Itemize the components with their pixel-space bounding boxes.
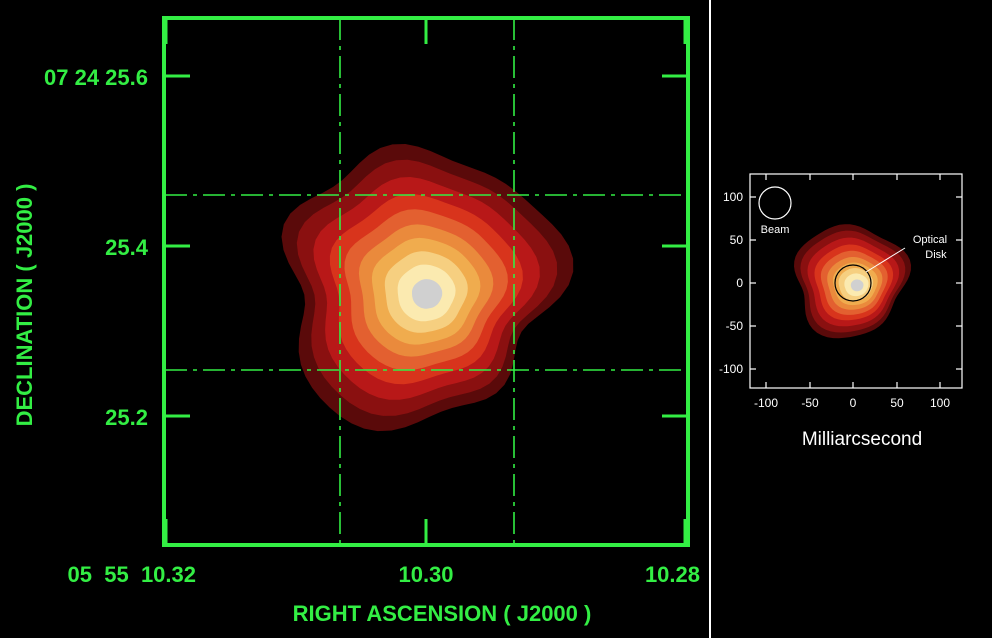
- inset-y-tick: -50: [726, 319, 744, 333]
- optical-disk-circle: [834, 264, 872, 302]
- beam-circle: [758, 186, 792, 220]
- inset-x-tick: 100: [930, 396, 950, 410]
- inset-x-axis-label: Milliarcsecond: [802, 429, 922, 450]
- inset-x-tick: -100: [754, 396, 778, 410]
- left-ticks: [164, 18, 688, 545]
- x-axis-label: RIGHT ASCENSION ( J2000 ): [293, 601, 592, 626]
- inset-y-tick: -100: [719, 362, 743, 376]
- inset-x-tick: 50: [890, 396, 904, 410]
- left-grid: [165, 18, 688, 545]
- y-tick-label: 25.2: [105, 405, 148, 430]
- x-tick-label: 05 55 10.32: [68, 562, 196, 587]
- inset-frame: [749, 173, 963, 389]
- left-panel: 07 24 25.6 25.4 25.2 05 55 10.32 10.30 1…: [12, 16, 700, 626]
- y-axis-label: DECLINATION ( J2000 ): [12, 184, 37, 427]
- y-tick-label: 07 24 25.6: [44, 65, 148, 90]
- inset-x-tick: 0: [850, 396, 857, 410]
- contour-level: [412, 279, 443, 309]
- x-tick-label: 10.30: [398, 562, 453, 587]
- optical-disk-label-line1: Optical: [913, 234, 947, 246]
- inset-y-tick: 100: [723, 190, 743, 204]
- radio-source-image: [281, 144, 574, 432]
- beam-label: Beam: [761, 224, 790, 236]
- inset-y-tick: 50: [730, 233, 744, 247]
- optical-disk-label-line2: Disk: [925, 249, 947, 261]
- x-tick-label: 10.28: [645, 562, 700, 587]
- inset-y-tick: 0: [736, 276, 743, 290]
- right-panel: 100 50 0 -50 -100 -100 -50 0 50 100 Mill…: [719, 173, 963, 450]
- inset-ticks: [750, 174, 962, 388]
- inset-source-image: [794, 224, 911, 339]
- optical-disk-pointer: [865, 247, 906, 273]
- inset-x-tick: -50: [801, 396, 819, 410]
- y-tick-label: 25.4: [105, 235, 149, 260]
- contour-level: [850, 279, 864, 292]
